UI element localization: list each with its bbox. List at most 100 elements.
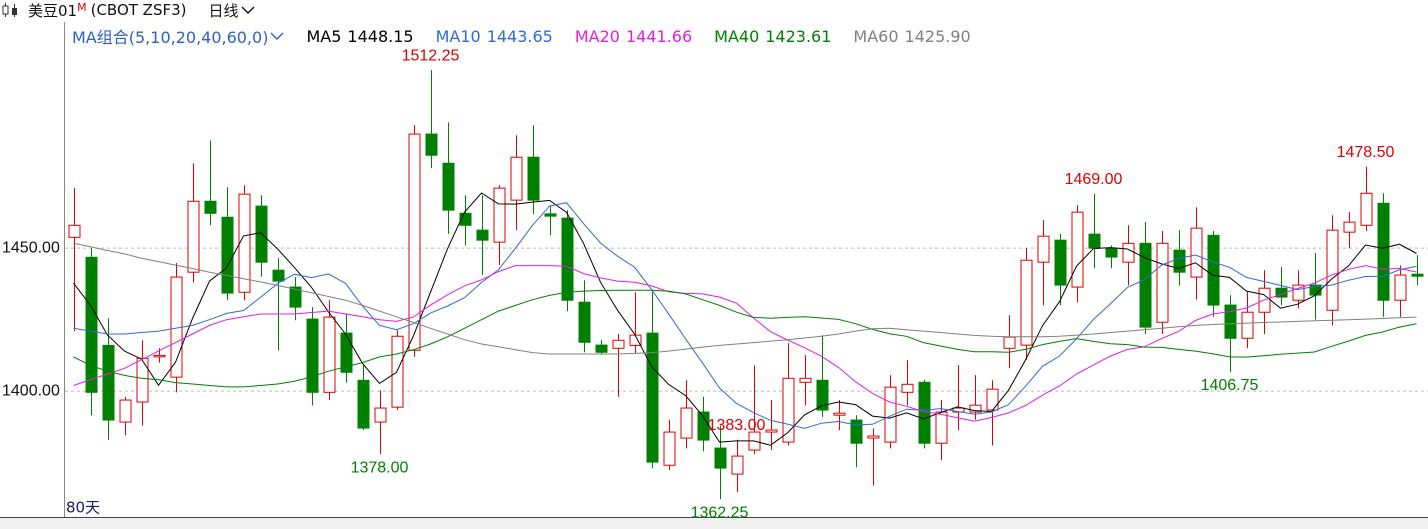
y-tick-label: 1450.00: [2, 239, 60, 256]
candle-body: [1377, 202, 1390, 301]
ma-group-selector[interactable]: MA组合(5,10,20,40,60,0): [72, 28, 269, 47]
candle-body: [391, 335, 404, 408]
low-annotation: 1378.00: [351, 459, 409, 476]
candle-body: [374, 407, 387, 423]
ma-group-chevron[interactable]: [270, 31, 284, 41]
candle-body: [1292, 284, 1305, 301]
instrument-title: 美豆01: [28, 1, 78, 20]
period-chevron[interactable]: [241, 5, 255, 15]
candle-body: [612, 339, 625, 349]
candle-body: [1411, 273, 1424, 277]
candle-body: [867, 435, 880, 439]
candle-body: [986, 388, 999, 411]
header: 美豆01 M (CBOT ZSF3) 日线: [0, 0, 255, 20]
candle-body: [289, 286, 302, 308]
candle-body: [595, 344, 608, 353]
chart-icon[interactable]: [1, 2, 23, 18]
candle-body: [1156, 242, 1169, 323]
candle-body: [68, 224, 81, 238]
ma-line: [73, 265, 1417, 422]
candle-body: [1088, 233, 1101, 249]
low-annotation: 1362.25: [691, 504, 749, 521]
candle-body: [510, 156, 523, 201]
candle-body: [204, 200, 217, 214]
candle-body: [799, 377, 812, 383]
candle-body: [1071, 211, 1084, 288]
candle-body: [442, 162, 455, 211]
candle-body: [1054, 239, 1067, 286]
candle-body: [1190, 227, 1203, 278]
candle-body: [1326, 229, 1339, 311]
legend-value: 1443.65: [486, 26, 553, 46]
candle-body: [1360, 192, 1373, 226]
candle-body: [714, 447, 727, 469]
candle-body: [1173, 249, 1186, 273]
ma-line: [73, 192, 1417, 446]
high-annotation: 1478.50: [1337, 144, 1395, 161]
candle-body: [272, 269, 285, 282]
candle-body: [1394, 274, 1407, 301]
candle-body: [782, 377, 795, 443]
candle-body: [1241, 311, 1254, 339]
instrument-mark: M: [77, 1, 87, 14]
candle-body: [306, 318, 319, 393]
legend-name: MA5: [306, 26, 342, 46]
candle-body: [850, 419, 863, 444]
legend-name: MA40: [714, 26, 760, 46]
low-annotation: 1406.75: [1201, 377, 1259, 394]
candle-body: [1224, 304, 1237, 339]
ma-line: [73, 242, 1417, 355]
candle-body: [663, 431, 676, 466]
period-selector[interactable]: 日线: [208, 1, 239, 20]
ma-line: [73, 289, 1417, 388]
candle-body: [561, 217, 574, 301]
candle-body: [1343, 221, 1356, 233]
candle-body: [1037, 235, 1050, 263]
candle-body: [833, 412, 846, 416]
candle-body: [119, 399, 132, 423]
lower-panel: [0, 518, 1428, 529]
instrument-code: (CBOT ZSF3): [90, 1, 187, 19]
high-annotation: 1512.25: [402, 47, 460, 64]
candle-body: [493, 187, 506, 243]
candle-body: [680, 407, 693, 439]
candle-body: [646, 332, 659, 463]
legend-value: 1423.61: [765, 26, 832, 46]
candle-body: [425, 133, 438, 156]
legend-name: MA20: [574, 26, 620, 46]
candle-body: [408, 133, 421, 351]
ma-line: [73, 202, 1417, 429]
candle-body: [527, 156, 540, 201]
span-label: 80天: [66, 499, 100, 517]
candle-body: [476, 229, 489, 241]
ma-legend: MA组合(5,10,20,40,60,0) MA5 1448.15 MA10 1443…: [72, 26, 971, 48]
candle-body: [238, 193, 251, 293]
legend-name: MA60: [853, 26, 899, 46]
candle-body: [578, 301, 591, 343]
candle-body: [102, 344, 115, 421]
candle-body: [153, 354, 166, 358]
candle-body: [731, 455, 744, 475]
candle-body: [85, 256, 98, 393]
legend-value: 1425.90: [904, 26, 971, 46]
candle-body: [1020, 259, 1033, 346]
candle-body: [221, 216, 234, 294]
candle-body: [901, 383, 914, 393]
legend-value: 1448.15: [347, 26, 414, 46]
candle-body: [1139, 242, 1152, 328]
candle-body: [1122, 242, 1135, 263]
candle-body: [1207, 234, 1220, 306]
candle-body: [816, 379, 829, 411]
y-tick-label: 1400.00: [2, 382, 60, 399]
candle-body: [340, 332, 353, 373]
candle-body: [884, 386, 897, 443]
candle-body: [459, 212, 472, 226]
candle-body: [969, 404, 982, 413]
candle-body: [187, 200, 200, 273]
candle-body: [323, 316, 336, 393]
candle-body: [136, 357, 149, 403]
high-annotation: 1469.00: [1065, 171, 1123, 188]
candle-body: [1003, 336, 1016, 349]
